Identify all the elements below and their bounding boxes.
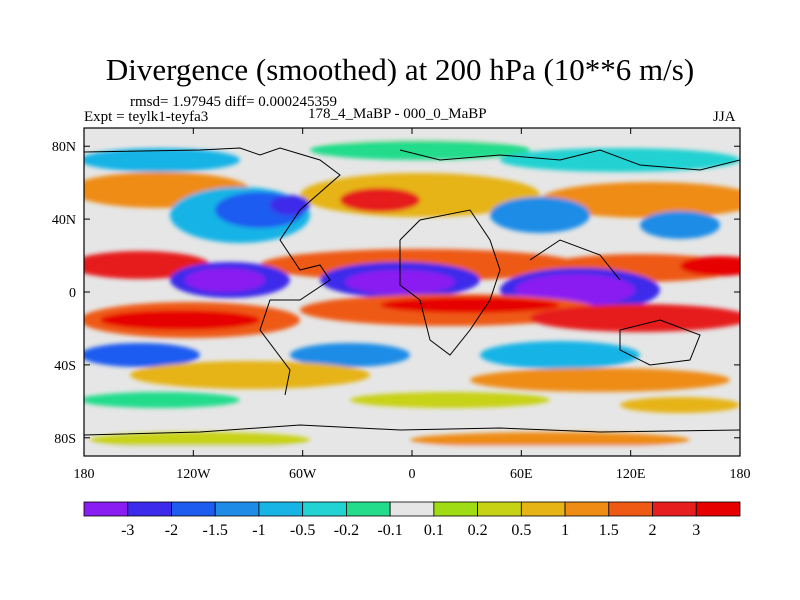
colorbar-swatch	[127, 501, 172, 517]
colorbar-label: -1	[252, 522, 265, 539]
colorbar-label: 0.2	[468, 522, 488, 539]
colorbar-label: -0.5	[290, 522, 315, 539]
x-tick-label: 180	[730, 467, 751, 482]
colorbar-label: 1	[561, 522, 569, 539]
period-label: 178_4_MaBP - 000_0_MaBP	[308, 106, 487, 122]
x-tick-label: 60W	[289, 467, 317, 482]
colorbar-label: 1.5	[599, 522, 619, 539]
colorbar-swatch	[214, 501, 260, 517]
x-tick-label: 120E	[616, 467, 646, 482]
x-tick-label: 180	[74, 467, 95, 482]
y-tick-label: 40N	[52, 213, 76, 228]
colorbar-label: -2	[165, 522, 178, 539]
colorbar-swatch	[258, 501, 304, 517]
x-tick-label: 120W	[176, 467, 211, 482]
x-tick-label: 0	[409, 467, 416, 482]
colorbar-swatch	[608, 501, 653, 517]
y-tick-label: 80N	[52, 140, 76, 155]
colorbar-label: -3	[121, 522, 134, 539]
colorbar-swatch	[477, 501, 522, 517]
x-tick-label: 60E	[510, 467, 533, 482]
colorbar-label: 3	[692, 522, 700, 539]
colorbar-label: 0.5	[511, 522, 531, 539]
y-tick-label: 40S	[54, 359, 76, 374]
coastlines	[84, 147, 740, 436]
colorbar-label: 0.1	[424, 522, 444, 539]
season-label: JJA	[713, 109, 736, 125]
colorbar-swatch	[302, 501, 347, 517]
colorbar-swatch	[652, 501, 697, 517]
colorbar-swatch	[564, 501, 610, 517]
colorbar-swatch	[695, 501, 741, 517]
colorbar-label: -1.5	[203, 522, 228, 539]
colorbar-label: -0.2	[334, 522, 359, 539]
divergence-field	[84, 128, 740, 456]
axes: 180 120W 60W 0 60E 120E 180 80N 40N 0 40S 80S	[52, 128, 751, 482]
colorbar-swatch	[389, 501, 435, 517]
colorbar-swatch	[171, 501, 216, 517]
rmsd-label: rmsd= 1.97945 diff= 0.000245359	[130, 94, 338, 110]
colorbar-label: 2	[649, 522, 657, 539]
y-tick-label: 0	[69, 286, 76, 301]
y-tick-label: 80S	[54, 432, 76, 447]
colorbar-swatch	[83, 501, 129, 517]
colorbar: -3 -2 -1.5 -1 -0.5 -0.2 -0.1 0.1 0.2 0.5 1 1.5 2 3	[83, 501, 741, 539]
colorbar-swatch	[345, 501, 391, 517]
colorbar-label: -0.1	[377, 522, 402, 539]
colorbar-swatch	[433, 501, 479, 517]
experiment-label: Expt = teylk1-teyfa3	[84, 109, 209, 125]
chart-title: Divergence (smoothed) at 200 hPa (10**6 …	[105, 52, 695, 87]
colorbar-swatch	[520, 501, 566, 517]
